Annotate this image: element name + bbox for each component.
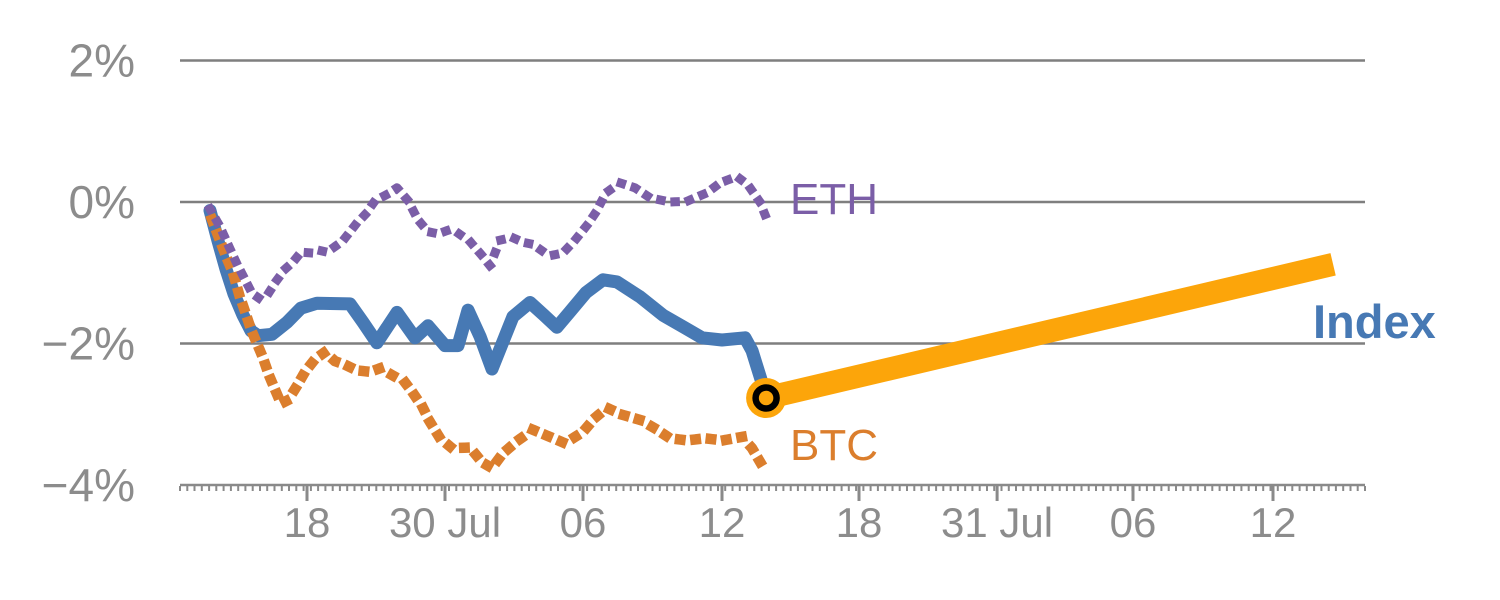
series-eth-line bbox=[203, 172, 773, 304]
x-axis-label: 18 bbox=[836, 499, 883, 546]
axis-labels-layer: 2% 0% −2% −4% 18 30 Jul 06 12 18 31 Jul 06 12 bbox=[42, 35, 1297, 547]
x-axis-label: 12 bbox=[699, 499, 746, 546]
x-axis-label: 18 bbox=[284, 499, 331, 546]
x-axis-label: 30 Jul bbox=[389, 499, 501, 546]
y-axis-label: −2% bbox=[42, 318, 135, 370]
series-layer bbox=[203, 172, 1336, 474]
x-axis-label: 12 bbox=[1250, 499, 1297, 546]
current-point-marker bbox=[752, 384, 780, 412]
index-series-label: Index bbox=[1313, 295, 1436, 348]
y-axis-label: 0% bbox=[69, 176, 135, 228]
y-axis-label: 2% bbox=[69, 35, 135, 87]
x-axis-label: 31 Jul bbox=[941, 499, 1053, 546]
x-axis-label: 06 bbox=[1110, 499, 1157, 546]
x-axis-label: 06 bbox=[560, 499, 607, 546]
btc-series-label: BTC bbox=[790, 421, 878, 470]
series-btc-line bbox=[205, 212, 770, 474]
eth-series-label: ETH bbox=[790, 175, 878, 224]
series-index-line bbox=[203, 204, 773, 403]
grid-layer bbox=[179, 59, 1366, 501]
series-index-projection-line bbox=[763, 253, 1336, 410]
y-axis-label: −4% bbox=[42, 459, 135, 511]
